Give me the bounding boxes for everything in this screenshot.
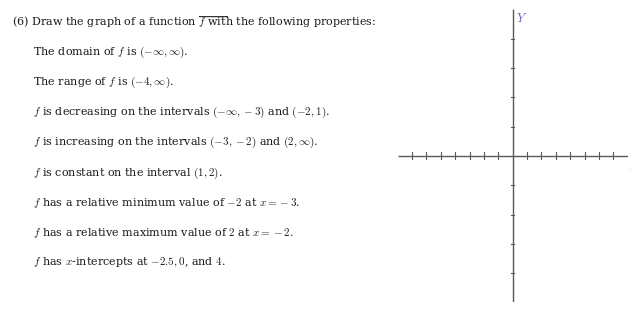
Text: $f$ has a relative maximum value of $2$ at $x = -2$.: $f$ has a relative maximum value of $2$ … — [12, 226, 294, 240]
Text: (6) Draw the graph of a function $f$ with the following properties:: (6) Draw the graph of a function $f$ wit… — [12, 14, 376, 29]
Text: $f$ is increasing on the intervals $(-3, -2)$ and $(2, \infty)$.: $f$ is increasing on the intervals $(-3,… — [12, 135, 319, 151]
Text: The range of $f$ is $(-4, \infty)$.: The range of $f$ is $(-4, \infty)$. — [12, 75, 174, 90]
Text: The domain of $f$ is $(-\infty, \infty)$.: The domain of $f$ is $(-\infty, \infty)$… — [12, 44, 189, 60]
Text: $f$ is decreasing on the intervals $(-\infty, -3)$ and $(-2, 1)$.: $f$ is decreasing on the intervals $(-\i… — [12, 105, 330, 120]
Text: $Y$: $Y$ — [516, 12, 528, 26]
Text: $f$ has a relative minimum value of $-2$ at $x = -3$.: $f$ has a relative minimum value of $-2$… — [12, 196, 300, 209]
Text: $f$ is constant on the interval $(1, 2)$.: $f$ is constant on the interval $(1, 2)$… — [12, 165, 223, 181]
Text: $f$ has $x$-intercepts at $-2.5, 0$, and $4$.: $f$ has $x$-intercepts at $-2.5, 0$, and… — [12, 256, 226, 269]
Text: $X$: $X$ — [629, 160, 631, 173]
